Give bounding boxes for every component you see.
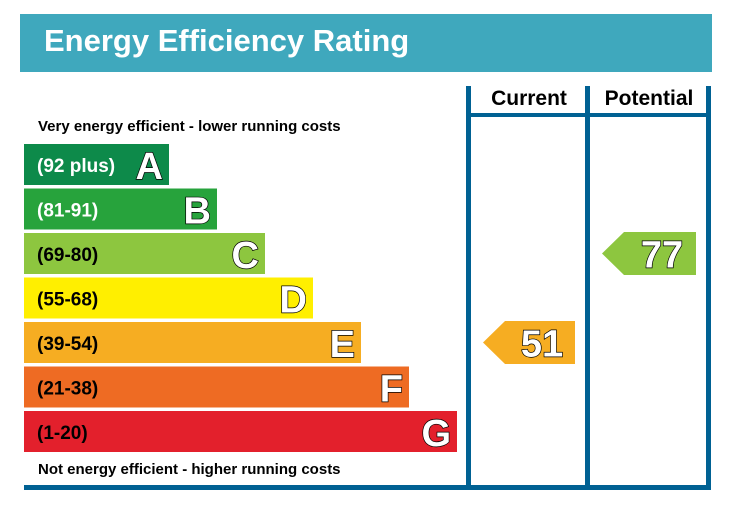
band-letter-label: F bbox=[380, 369, 403, 411]
current-left-divider bbox=[466, 86, 471, 488]
band-letter-label: B bbox=[184, 191, 211, 233]
band-range-label: (39-54) bbox=[37, 334, 98, 355]
band-range-label: (81-91) bbox=[37, 201, 98, 222]
bottom-rule bbox=[24, 485, 711, 490]
band-range-label: (92 plus) bbox=[37, 156, 115, 177]
band-range-label: (55-68) bbox=[37, 290, 98, 311]
band-letter-label: E bbox=[330, 324, 355, 366]
band-bar bbox=[24, 188, 217, 230]
band-bar bbox=[24, 322, 361, 363]
band-g: (1-20) G bbox=[24, 411, 457, 456]
top-caption: Very energy efficient - lower running co… bbox=[38, 118, 341, 135]
potential-right-divider bbox=[706, 86, 711, 488]
current-rating-marker: 51 bbox=[483, 321, 575, 366]
band-range-label: (21-38) bbox=[37, 379, 98, 400]
rating-bands: (92 plus) A(81-91) B(69-80) C(55-68) D(39-54… bbox=[24, 144, 457, 456]
band-bar bbox=[24, 233, 265, 274]
title-bar: Energy Efficiency Rating bbox=[20, 14, 712, 72]
current-rating-arrow bbox=[483, 321, 575, 364]
band-range-label: (1-20) bbox=[37, 423, 88, 444]
band-bar bbox=[24, 277, 313, 319]
potential-rating-marker: 77 bbox=[602, 232, 696, 277]
current-column-header: Current bbox=[491, 87, 567, 110]
band-bar bbox=[24, 144, 169, 185]
band-b: (81-91) B bbox=[24, 188, 217, 233]
chart-title: Energy Efficiency Rating bbox=[44, 23, 410, 58]
band-letter-label: A bbox=[136, 146, 163, 188]
band-bar bbox=[24, 366, 409, 408]
band-letter-label: D bbox=[280, 280, 307, 322]
band-letter-label: C bbox=[232, 235, 259, 277]
band-range-label: (69-80) bbox=[37, 245, 98, 266]
band-c: (69-80) C bbox=[24, 233, 265, 278]
header-rule bbox=[466, 113, 711, 117]
band-d: (55-68) D bbox=[24, 277, 313, 322]
potential-rating-arrow bbox=[602, 232, 696, 275]
bottom-caption: Not energy efficient - higher running co… bbox=[38, 461, 341, 478]
current-right-divider bbox=[585, 86, 590, 488]
band-e: (39-54) E bbox=[24, 322, 361, 367]
band-a: (92 plus) A bbox=[24, 144, 169, 189]
current-rating-value: 51 bbox=[521, 324, 563, 366]
rating-markers: 51 77 bbox=[483, 232, 696, 366]
band-letter-label: G bbox=[421, 413, 451, 455]
potential-column-header: Potential bbox=[605, 87, 694, 110]
chart-frame bbox=[24, 86, 711, 490]
band-bar bbox=[24, 411, 457, 452]
band-f: (21-38) F bbox=[24, 366, 409, 411]
potential-rating-value: 77 bbox=[641, 235, 683, 277]
